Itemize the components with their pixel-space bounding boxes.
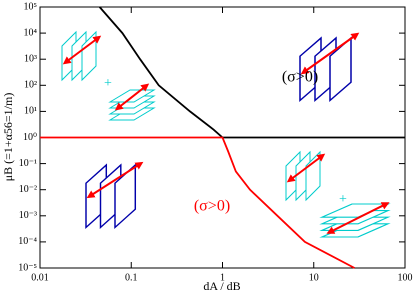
- y-tick-label: 10²: [24, 80, 37, 91]
- x-tick-label: 0.01: [31, 272, 49, 283]
- y-tick-label: 10³: [24, 53, 37, 64]
- x-axis-label: dA / dB: [203, 279, 240, 293]
- curve: [98, 6, 405, 139]
- svg-text:+: +: [104, 76, 112, 91]
- annotation: (σ>0): [194, 198, 230, 215]
- curve: [40, 136, 355, 269]
- x-tick-label: 100: [398, 272, 413, 283]
- illustrations: + +: [61, 31, 390, 238]
- y-tick-label: 10⁻¹: [19, 158, 37, 169]
- y-tick-label: 10⁻²: [19, 184, 37, 195]
- y-axis-label: μB (=1+α56=1/m): [1, 93, 15, 182]
- y-tick-label: 10⁰: [23, 132, 37, 143]
- x-tick-label: 0.1: [125, 272, 138, 283]
- y-tick-label: 10⁴: [24, 27, 38, 38]
- y-tick-label: 10⁻⁵: [18, 262, 37, 273]
- y-tick-label: 10¹: [24, 106, 37, 117]
- y-tick-label: 10⁻⁴: [18, 236, 37, 247]
- svg-text:+: +: [339, 192, 347, 207]
- y-tick-label: 10⁻³: [19, 210, 37, 221]
- annotation: (σ>0): [282, 69, 318, 86]
- x-tick-label: 1: [220, 272, 225, 283]
- x-tick-label: 10: [309, 272, 319, 283]
- y-tick-label: 10⁵: [24, 1, 38, 12]
